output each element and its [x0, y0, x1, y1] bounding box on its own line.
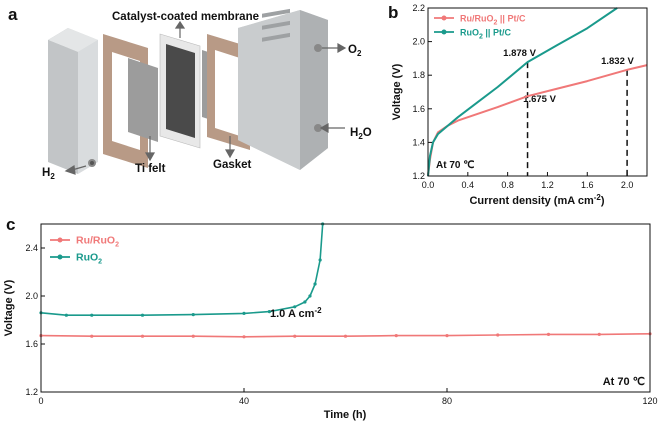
ti-felt-label: Ti felt [135, 163, 166, 175]
panel-c-ticks: 0 40 80 120 1.2 1.6 2.0 2.4 [25, 243, 657, 406]
gasket-label: Gasket [213, 159, 252, 171]
y-tick-label: 2.0 [25, 291, 38, 301]
series-point-1 [496, 333, 500, 337]
series-point-2 [293, 305, 297, 309]
series-point-2 [90, 313, 94, 317]
right-end-plate [238, 8, 328, 170]
marker-label: 1.675 V [523, 94, 556, 105]
legend-label-2: RuO2 [76, 252, 102, 266]
panel-c-series [39, 222, 652, 339]
series-point-1 [293, 334, 297, 338]
x-tick-label: 0.0 [422, 180, 435, 190]
panel-b: b 1.878 V 1.675 V 1.832 V 0.0 0.4 0.8 1.2 1.6 2… [388, 3, 648, 207]
y-tick-label: 2.2 [412, 3, 425, 13]
series-point-2 [242, 311, 246, 315]
x-tick-label: 40 [239, 396, 249, 406]
x-tick-label: 1.6 [581, 180, 594, 190]
panel-c: c 0 40 80 120 1.2 1.6 2.0 2.4 Ru/RuO2 RuO2 1.0 A… [3, 215, 658, 421]
marker-label: 1.832 V [601, 56, 634, 67]
panel-b-markers: 1.878 V 1.675 V 1.832 V [503, 48, 635, 176]
panel-c-temperature-annotation: At 70 ℃ [603, 376, 645, 388]
panel-a: a [8, 5, 372, 181]
x-tick-label: 0.8 [501, 180, 514, 190]
h2-label: H2 [42, 167, 55, 181]
panel-b-frame [427, 7, 648, 177]
x-tick-label: 1.2 [541, 180, 554, 190]
legend-label-2: RuO2 || Pt/C [460, 28, 511, 41]
y-tick-label: 2.4 [25, 243, 38, 253]
panel-c-letter: c [6, 215, 15, 234]
left-end-plate [48, 28, 98, 174]
y-tick-label: 1.6 [412, 104, 425, 114]
panel-a-letter: a [8, 5, 18, 24]
panel-b-ticks: 0.0 0.4 0.8 1.2 1.6 2.0 1.2 1.4 1.6 1.8 2.0 2.2 [412, 3, 633, 190]
series-point-1 [191, 334, 195, 338]
schematic-arrows [64, 20, 347, 175]
panel-b-series [427, 7, 648, 177]
y-tick-label: 2.0 [412, 37, 425, 47]
marker-label: 1.878 V [503, 48, 536, 59]
o2-label: O2 [348, 44, 362, 58]
y-tick-label: 1.2 [25, 387, 38, 397]
series-line-2 [427, 7, 618, 177]
y-tick-label: 1.4 [412, 137, 425, 147]
series-point-2 [140, 313, 145, 317]
y-tick-label: 1.2 [412, 171, 425, 181]
ccm-label: Catalyst-coated membrane [112, 11, 259, 23]
series-point-1 [90, 334, 94, 338]
legend-label-1: Ru/RuO2 [76, 235, 119, 249]
series-point-1 [242, 335, 246, 339]
panel-b-xlabel: Current density (mA cm-2) [469, 193, 604, 207]
legend-marker-1 [441, 15, 447, 21]
panel-c-legend: Ru/RuO2 RuO2 [50, 235, 119, 266]
ti-felt-left [128, 58, 158, 142]
series-point-1 [597, 332, 601, 336]
panel-b-temperature-annotation: At 70 ℃ [436, 160, 474, 171]
panel-c-ylabel: Voltage (V) [3, 279, 15, 336]
series-point-2 [64, 313, 68, 317]
x-tick-label: 2.0 [621, 180, 634, 190]
series-point-2 [318, 258, 322, 262]
panel-c-xlabel: Time (h) [324, 409, 367, 421]
legend-marker-2 [57, 254, 63, 260]
x-tick-label: 0.4 [462, 180, 475, 190]
series-point-1 [343, 334, 348, 338]
series-point-1 [140, 334, 145, 338]
catalyst-coated-membrane [159, 33, 201, 149]
panel-c-current-annotation: 1.0 A cm-2 [270, 306, 322, 320]
series-point-2 [303, 300, 307, 304]
series-point-2 [267, 310, 271, 314]
x-tick-label: 0 [38, 396, 43, 406]
x-tick-label: 80 [442, 396, 452, 406]
legend-marker-2 [441, 29, 447, 35]
h2o-label: H2O [350, 127, 372, 141]
legend-marker-1 [57, 237, 63, 243]
series-point-1 [394, 334, 398, 338]
legend-label-1: Ru/RuO2 || Pt/C [460, 14, 526, 27]
y-tick-label: 1.8 [412, 70, 425, 80]
y-tick-label: 1.6 [25, 339, 38, 349]
panel-b-letter: b [388, 3, 398, 22]
series-point-2 [191, 313, 195, 317]
x-tick-label: 120 [642, 396, 657, 406]
series-point-1 [445, 334, 449, 338]
series-point-2 [308, 294, 312, 298]
series-point-2 [313, 282, 317, 286]
panel-b-ylabel: Voltage (V) [391, 63, 403, 120]
panel-c-frame [40, 223, 651, 393]
series-point-1 [546, 332, 551, 336]
